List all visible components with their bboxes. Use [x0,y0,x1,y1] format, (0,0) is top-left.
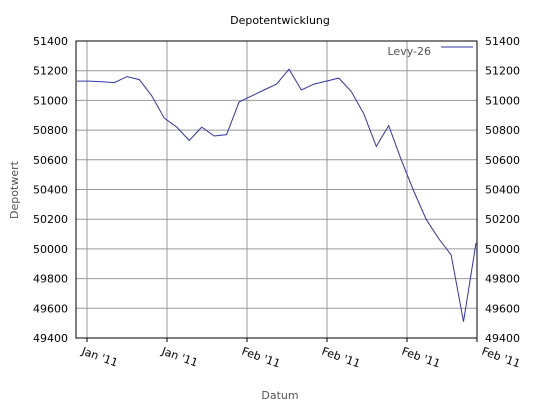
series-line-0 [77,68,477,322]
y-tick-label-left: 50400 [33,184,68,197]
y-tick-label-right: 51000 [485,94,520,107]
y-tick-label-left: 49400 [33,332,68,345]
y-tick-label-right: 49800 [485,273,520,286]
y-tick-label-left: 51400 [33,35,68,48]
series-group [77,68,477,322]
y-tick-label-left: 50600 [33,154,68,167]
x-tick-label: Feb '11 [320,345,362,371]
chart-title: Depotentwicklung [230,14,330,27]
plot-frame [75,40,478,339]
legend: Levy-26 [388,45,473,58]
y-tick-label-left: 49600 [33,302,68,315]
y-tick-label-right: 50600 [485,154,520,167]
x-tick-label: Feb '11 [400,345,442,371]
y-tick-label-left: 50000 [33,243,68,256]
x-tick-label: Jan '11 [159,344,200,369]
y-ticks-right: 49400 49600 49800 50000 50200 50400 50600 50800… [485,35,520,345]
y-ticks-left: 49400 49600 49800 50000 50200 50400 50600 50800… [33,35,68,345]
y-axis-label: Depotwert [8,160,21,219]
y-tick-label-right: 50400 [485,184,520,197]
y-tick-label-right: 49400 [485,332,520,345]
y-tick-label-right: 50200 [485,213,520,226]
y-tick-label-left: 50800 [33,124,68,137]
y-tick-label-right: 50800 [485,124,520,137]
x-ticks: Jan '11 Jan '11 Feb '11 Feb '11 Feb '11 Feb '… [79,338,522,370]
y-tick-label-right: 50000 [485,243,520,256]
legend-label: Levy-26 [388,45,432,58]
y-tick-label-right: 51400 [485,35,520,48]
y-tick-label-left: 51200 [33,65,68,78]
y-tick-label-left: 51000 [33,94,68,107]
y-tick-label-left: 49800 [33,273,68,286]
x-tick-label: Feb '11 [240,345,282,371]
x-tick-label: Jan '11 [79,344,120,369]
y-tick-label-right: 51200 [485,65,520,78]
x-tick-label: Feb '11 [480,345,522,371]
x-axis-label: Datum [261,389,298,400]
grid [76,40,477,339]
y-tick-label-left: 50200 [33,213,68,226]
y-tick-label-right: 49600 [485,302,520,315]
